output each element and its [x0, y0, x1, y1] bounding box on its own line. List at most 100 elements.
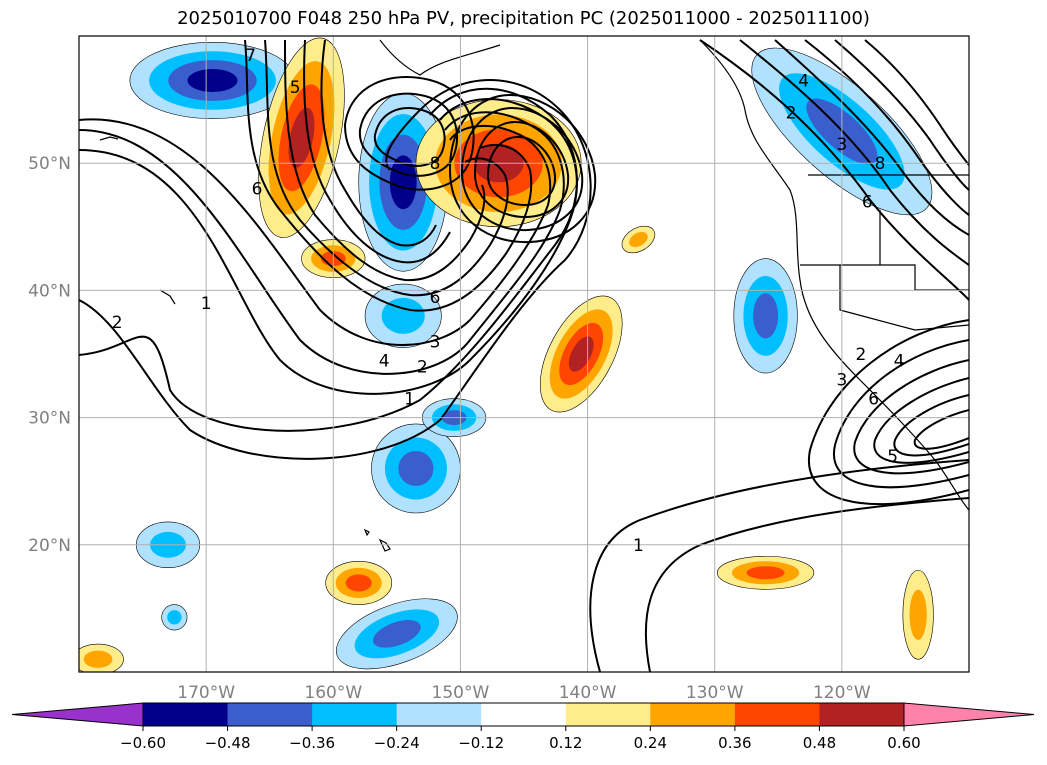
x-tick-label: 140°W	[559, 683, 617, 703]
precip-region	[539, 295, 623, 413]
contour-label: 2	[856, 345, 867, 365]
colorbar-tick-label: 0.48	[803, 734, 836, 752]
contour-label: 8	[875, 154, 886, 174]
contour-label: 4	[894, 351, 905, 371]
contour-label: 1	[633, 536, 644, 556]
precip-region	[364, 283, 442, 348]
pv-contour-25	[832, 339, 969, 489]
colorbar-segment	[396, 703, 482, 726]
precip-band	[909, 589, 927, 640]
y-tick-labels: 20°N 30°N 40°N 50°N	[28, 154, 71, 556]
contour-label: 4	[379, 351, 390, 371]
precip-band	[187, 68, 238, 93]
colorbar-tick-label: 0.12	[549, 734, 582, 752]
x-tick-label: 130°W	[686, 683, 744, 703]
colorbar: −0.60 −0.48 −0.36 −0.24 −0.12 0.12 0.24 0.36 0.4…	[11, 702, 1035, 752]
x-tick-label: 150°W	[432, 683, 490, 703]
hawaii-2	[363, 528, 370, 537]
colorbar-extend-high	[903, 702, 1035, 727]
y-tick-label: 40°N	[28, 281, 71, 301]
precip-region	[733, 258, 798, 374]
contour-label: 4	[798, 72, 809, 92]
contour-label: 6	[430, 288, 441, 308]
colorbar-segment	[819, 703, 905, 726]
pv-contour-9	[303, 39, 451, 264]
precip-band	[389, 155, 417, 210]
y-tick-label: 30°N	[28, 409, 71, 429]
pv-contour-6	[244, 39, 533, 312]
x-tick-label: 160°W	[304, 683, 362, 703]
pv-contour-20	[774, 39, 969, 236]
coastline-north-america	[699, 39, 969, 511]
precip-region	[79, 643, 124, 672]
pv-contour-28	[893, 394, 969, 457]
pv-contour-15	[460, 106, 584, 232]
contour-label: 6	[862, 192, 873, 212]
contour-label: 3	[836, 135, 847, 155]
contour-label: 2	[112, 313, 123, 333]
pv-contour-24	[807, 319, 969, 506]
precip-band	[288, 107, 315, 168]
contour-label: 6	[252, 180, 263, 200]
contour-label: 5	[290, 78, 301, 98]
colorbar-segment	[143, 703, 229, 726]
x-tick-label: 170°W	[177, 683, 235, 703]
pv-contour-16	[473, 120, 570, 219]
y-tick-label: 50°N	[28, 154, 71, 174]
precipitation-shading	[79, 37, 934, 672]
plot-frame	[78, 35, 970, 673]
precip-region	[335, 598, 458, 670]
pv-contour-17	[486, 135, 557, 207]
colorbar-segment	[734, 703, 820, 726]
precip-band	[398, 450, 434, 487]
precip-region	[716, 555, 815, 590]
precip-band	[345, 574, 372, 592]
precip-band	[372, 620, 421, 648]
pv-contour-7	[264, 39, 509, 297]
pv-contour-18	[699, 39, 969, 301]
colorbar-tick-label: −0.12	[458, 734, 504, 752]
chart-title: 2025010700 F048 250 hPa PV, precipitatio…	[177, 8, 870, 29]
colorbar-segment	[481, 703, 567, 726]
contour-label: 5	[887, 447, 898, 467]
precip-region	[325, 561, 393, 605]
pv-contour-11	[343, 76, 475, 191]
precip-region	[129, 42, 296, 119]
pv-contour-13	[373, 107, 446, 167]
colorbar-segment	[227, 703, 313, 726]
colorbar-segment	[650, 703, 736, 726]
colorbar-tick-label: −0.60	[120, 734, 166, 752]
pv-contour-21	[804, 39, 969, 216]
precip-region	[371, 423, 461, 514]
pv-contours	[79, 39, 969, 672]
contour-label: 8	[430, 154, 441, 174]
pv-contour-10	[320, 39, 437, 247]
contour-label: 3	[836, 370, 847, 390]
precip-band	[167, 610, 182, 625]
pv-contour-31	[589, 459, 969, 672]
contour-label: 1	[404, 390, 415, 410]
precip-band	[381, 297, 425, 334]
x-tick-labels: 170°W 160°W 150°W 140°W 130°W 120°W	[177, 683, 871, 703]
pv-contour-1	[79, 79, 592, 460]
pv-contour-22	[834, 39, 969, 191]
aleutian-1	[99, 136, 119, 141]
graticule	[79, 36, 969, 672]
colorbar-segment	[565, 703, 651, 726]
pv-contour-12	[358, 92, 458, 177]
pv-contour-23	[864, 39, 969, 166]
contour-label: 7	[245, 46, 256, 66]
colorbar-frame	[142, 702, 905, 727]
coastline-alaska	[379, 39, 501, 76]
pv-contour-14	[448, 93, 597, 244]
precip-band	[753, 293, 779, 339]
pv-contour-5	[79, 118, 552, 346]
precip-band	[629, 231, 648, 248]
colorbar-tick-label: −0.24	[374, 734, 420, 752]
colorbar-extend-low	[11, 702, 144, 727]
colorbar-tick-label: 0.24	[634, 734, 667, 752]
x-tick-label: 120°W	[813, 683, 871, 703]
pv-contour-8	[284, 39, 486, 282]
